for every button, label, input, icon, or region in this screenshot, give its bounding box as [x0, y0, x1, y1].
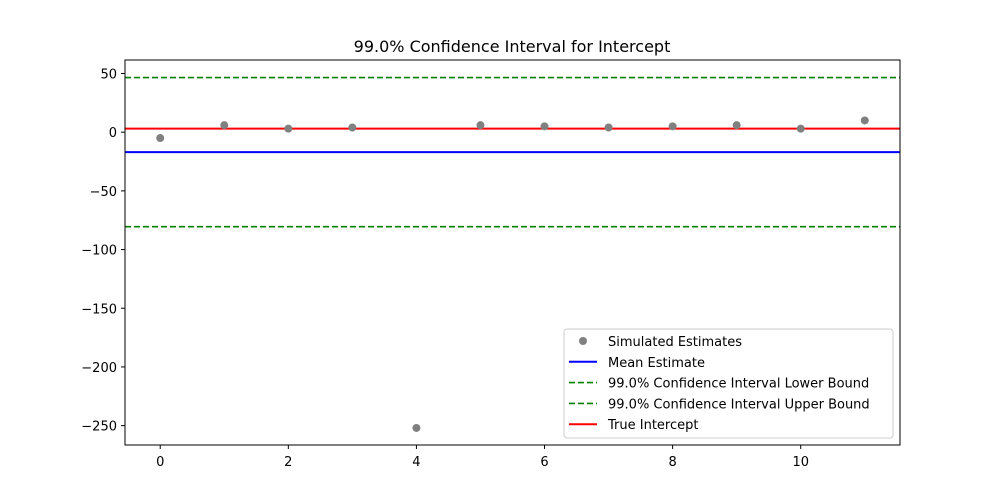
legend-label: 99.0% Confidence Interval Upper Bound — [608, 397, 870, 412]
legend-label: True Intercept — [607, 418, 698, 433]
plot-frame — [124, 59, 901, 446]
data-point — [732, 121, 741, 130]
x-tick-label: 10 — [792, 455, 809, 470]
x-tick-label: 6 — [540, 455, 548, 470]
x-tick-label: 4 — [412, 455, 420, 470]
legend-label: Simulated Estimates — [608, 335, 742, 350]
x-tick-label: 0 — [156, 455, 164, 470]
data-point — [668, 122, 677, 131]
y-tick-label: 50 — [100, 67, 117, 82]
data-point — [540, 122, 549, 131]
data-point — [412, 423, 421, 432]
y-tick-label: −50 — [90, 185, 117, 200]
data-point — [348, 123, 357, 132]
data-point — [284, 124, 293, 133]
y-tick-label: −100 — [81, 244, 117, 259]
y-tick-label: 0 — [109, 126, 117, 141]
legend-label: Mean Estimate — [608, 356, 705, 371]
data-point — [860, 116, 869, 125]
data-point — [604, 123, 613, 132]
legend-label: 99.0% Confidence Interval Lower Bound — [608, 377, 869, 392]
data-point — [156, 134, 165, 143]
y-tick-label: −200 — [81, 361, 117, 376]
data-point — [220, 121, 229, 130]
data-point — [796, 124, 805, 133]
legend-marker — [579, 337, 587, 345]
y-tick-label: −150 — [81, 302, 117, 317]
y-tick-label: −250 — [81, 420, 117, 435]
x-tick-label: 2 — [284, 455, 292, 470]
x-tick-label: 8 — [668, 455, 676, 470]
legend-box — [563, 328, 894, 439]
chart-title: 99.0% Confidence Interval for Intercept — [354, 37, 671, 56]
data-point — [476, 121, 485, 130]
